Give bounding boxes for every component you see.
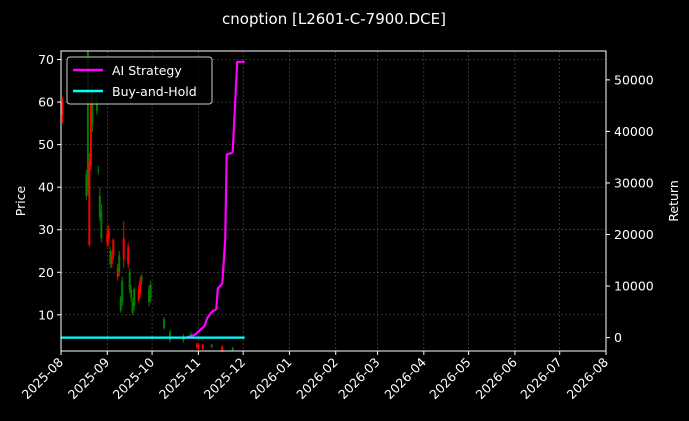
candle-body [131,302,134,313]
y-right-tick-label: 30000 [614,175,654,190]
candle-body [201,344,204,349]
y-right-tick-label: 10000 [614,279,654,294]
candle-body [119,297,122,311]
y-left-tick-label: 30 [38,222,54,237]
y-axis-left: 10 20 30 40 50 60 70 [38,52,61,322]
y-left-tick-label: 40 [38,180,54,195]
candle-body [130,289,133,298]
candle-body [221,346,224,351]
candlesticks [61,51,234,353]
candle-body [107,229,110,239]
candle-body [112,240,115,256]
candle-body [148,289,151,303]
candle-body [197,344,200,349]
candle-body [106,233,109,243]
candle-body [88,161,91,245]
candle-body [109,251,112,264]
candle-body [139,280,142,294]
candle-body [86,51,89,188]
candle-body [91,93,94,124]
candle-body [110,255,113,264]
y-axis-right: 0 10000 20000 30000 40000 50000 [606,72,654,345]
y-left-tick-label: 60 [38,95,54,110]
candle-body [61,102,64,115]
candle-body [100,212,103,239]
candle-body [163,319,166,328]
y-axis-left-label: Price [13,185,28,216]
legend: AI Strategy Buy-and-Hold [66,56,213,105]
series-lines [61,60,245,339]
chart-title: cnoption [L2601-C-7900.DCE] [222,10,446,28]
y-left-tick-label: 50 [38,137,54,152]
y-right-tick-label: 20000 [614,227,654,242]
candle-body [118,255,121,273]
ai-strategy-line [186,60,245,339]
legend-box [66,56,213,105]
y-right-tick-label: 0 [614,330,622,345]
plot-frame [60,50,607,352]
candle-body [89,102,92,166]
y-right-tick-label: 50000 [614,72,654,87]
y-left-tick-label: 10 [38,307,54,322]
candle-body [231,348,234,351]
y-left-tick-label: 20 [38,265,54,280]
candle-body [97,170,100,172]
candle-body [169,331,171,341]
y-axis-right-label: Return [666,180,681,221]
candle-body [127,246,130,264]
candle-body [137,289,140,300]
candle-body [149,285,152,298]
candle-body [128,272,131,290]
candle-body [116,268,119,277]
candle-body [121,280,124,303]
legend-label-ai-strategy: AI Strategy [112,63,182,78]
candle-body [95,102,98,111]
y-right-tick-label: 40000 [614,124,654,139]
candle-body [133,289,136,307]
candle-body [98,195,101,217]
candle-body [140,276,143,281]
y-left-tick-label: 70 [38,52,54,67]
candle-body [85,174,88,196]
candle-body [210,344,213,347]
candle-body [122,238,125,260]
legend-label-buy-and-hold: Buy-and-Hold [112,84,197,99]
candle-body [195,344,198,347]
